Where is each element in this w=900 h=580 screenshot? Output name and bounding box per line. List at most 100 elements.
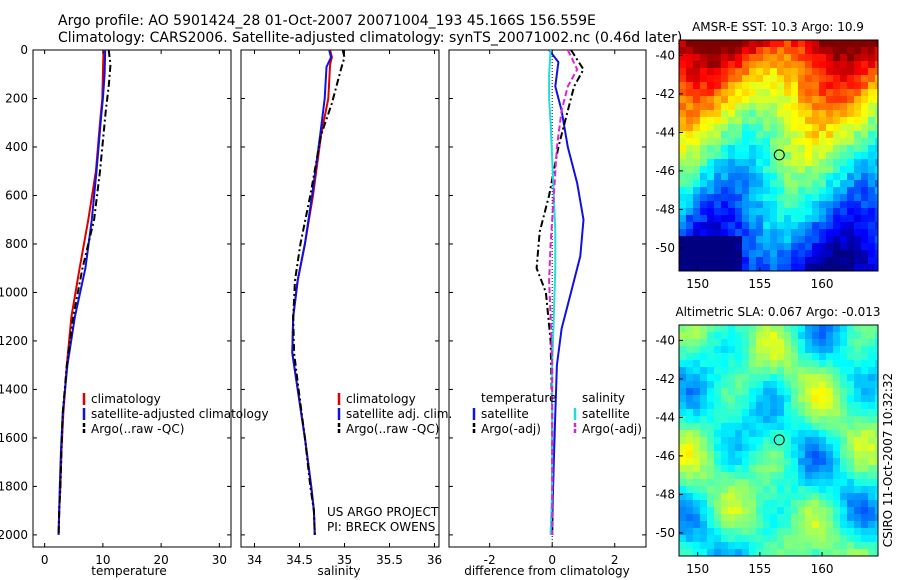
heatmap-cell (756, 40, 764, 48)
heatmap-cell (854, 75, 862, 83)
heatmap-cell (833, 159, 841, 167)
heatmap-cell (756, 54, 764, 62)
heatmap-cell (700, 458, 708, 466)
heatmap-cell (686, 521, 694, 529)
heatmap-cell (728, 339, 736, 347)
heatmap-cell (805, 47, 813, 55)
heatmap-cell (756, 173, 764, 181)
sla-heatmap (679, 325, 878, 556)
heatmap-cell (728, 416, 736, 424)
heatmap-cell (679, 124, 687, 132)
heatmap-cell (840, 194, 848, 202)
heatmap-cell (798, 138, 806, 146)
heatmap-cell (861, 222, 869, 230)
difference-legend-title: temperature (481, 391, 556, 405)
sst-map-title: AMSR-E SST: 10.3 Argo: 10.9 (692, 20, 864, 34)
heatmap-cell (686, 444, 694, 452)
heatmap-cell (798, 409, 806, 417)
heatmap-cell (840, 40, 848, 48)
heatmap-cell (875, 208, 878, 216)
heatmap-cell (686, 229, 694, 237)
heatmap-cell (735, 451, 743, 459)
heatmap-cell (875, 437, 878, 445)
heatmap-cell (707, 353, 715, 361)
heatmap-cell (847, 549, 855, 556)
heatmap-cell (861, 325, 869, 333)
heatmap-cell (840, 61, 848, 69)
heatmap-cell (812, 542, 820, 550)
heatmap-cell (742, 472, 750, 480)
heatmap-cell (770, 222, 778, 230)
heatmap-cell (735, 96, 743, 104)
heatmap-cell (700, 124, 708, 132)
heatmap-cell (819, 40, 827, 48)
heatmap-cell (784, 236, 792, 244)
heatmap-cell (749, 353, 757, 361)
heatmap-cell (742, 215, 750, 223)
heatmap-cell (735, 493, 743, 501)
heatmap-cell (707, 409, 715, 417)
heatmap-cell (805, 353, 813, 361)
heatmap-cell (826, 152, 834, 160)
heatmap-cell (728, 521, 736, 529)
heatmap-cell (707, 479, 715, 487)
heatmap-cell (749, 437, 757, 445)
heatmap-cell (693, 187, 701, 195)
heatmap-cell (861, 339, 869, 347)
heatmap-cell (763, 451, 771, 459)
heatmap-cell (721, 423, 729, 431)
heatmap-cell (805, 229, 813, 237)
heatmap-cell (763, 194, 771, 202)
heatmap-cell (798, 549, 806, 556)
heatmap-cell (693, 180, 701, 188)
heatmap-cell (693, 430, 701, 438)
heatmap-cell (847, 486, 855, 494)
heatmap-cell (847, 40, 855, 48)
heatmap-cell (868, 458, 876, 466)
heatmap-cell (728, 75, 736, 83)
heatmap-cell (770, 451, 778, 459)
heatmap-cell (742, 332, 750, 340)
heatmap-cell (707, 159, 715, 167)
heatmap-cell (812, 353, 820, 361)
heatmap-cell (861, 402, 869, 410)
heatmap-cell (777, 360, 785, 368)
heatmap-cell (728, 61, 736, 69)
heatmap-cell (777, 353, 785, 361)
heatmap-cell (847, 124, 855, 132)
heatmap-cell (812, 208, 820, 216)
heatmap-cell (854, 229, 862, 237)
heatmap-cell (812, 437, 820, 445)
heatmap-cell (812, 159, 820, 167)
heatmap-cell (826, 500, 834, 508)
heatmap-cell (693, 472, 701, 480)
heatmap-cell (847, 332, 855, 340)
heatmap-cell (770, 402, 778, 410)
heatmap-cell (784, 54, 792, 62)
heatmap-cell (686, 360, 694, 368)
heatmap-cell (742, 187, 750, 195)
heatmap-cell (728, 236, 736, 244)
heatmap-cell (686, 367, 694, 375)
heatmap-cell (805, 250, 813, 258)
heatmap-cell (819, 89, 827, 97)
heatmap-cell (833, 243, 841, 251)
heatmap-cell (819, 353, 827, 361)
heatmap-cell (770, 138, 778, 146)
heatmap-cell (784, 360, 792, 368)
heatmap-cell (714, 222, 722, 230)
heatmap-cell (735, 514, 743, 522)
heatmap-cell (735, 535, 743, 543)
heatmap-cell (763, 430, 771, 438)
heatmap-cell (770, 395, 778, 403)
heatmap-cell (875, 250, 878, 258)
heatmap-cell (735, 159, 743, 167)
heatmap-cell (868, 472, 876, 480)
heatmap-cell (756, 152, 764, 160)
heatmap-cell (812, 82, 820, 90)
heatmap-cell (812, 75, 820, 83)
heatmap-cell (763, 395, 771, 403)
heatmap-cell (784, 61, 792, 69)
heatmap-cell (791, 500, 799, 508)
heatmap-cell (847, 159, 855, 167)
